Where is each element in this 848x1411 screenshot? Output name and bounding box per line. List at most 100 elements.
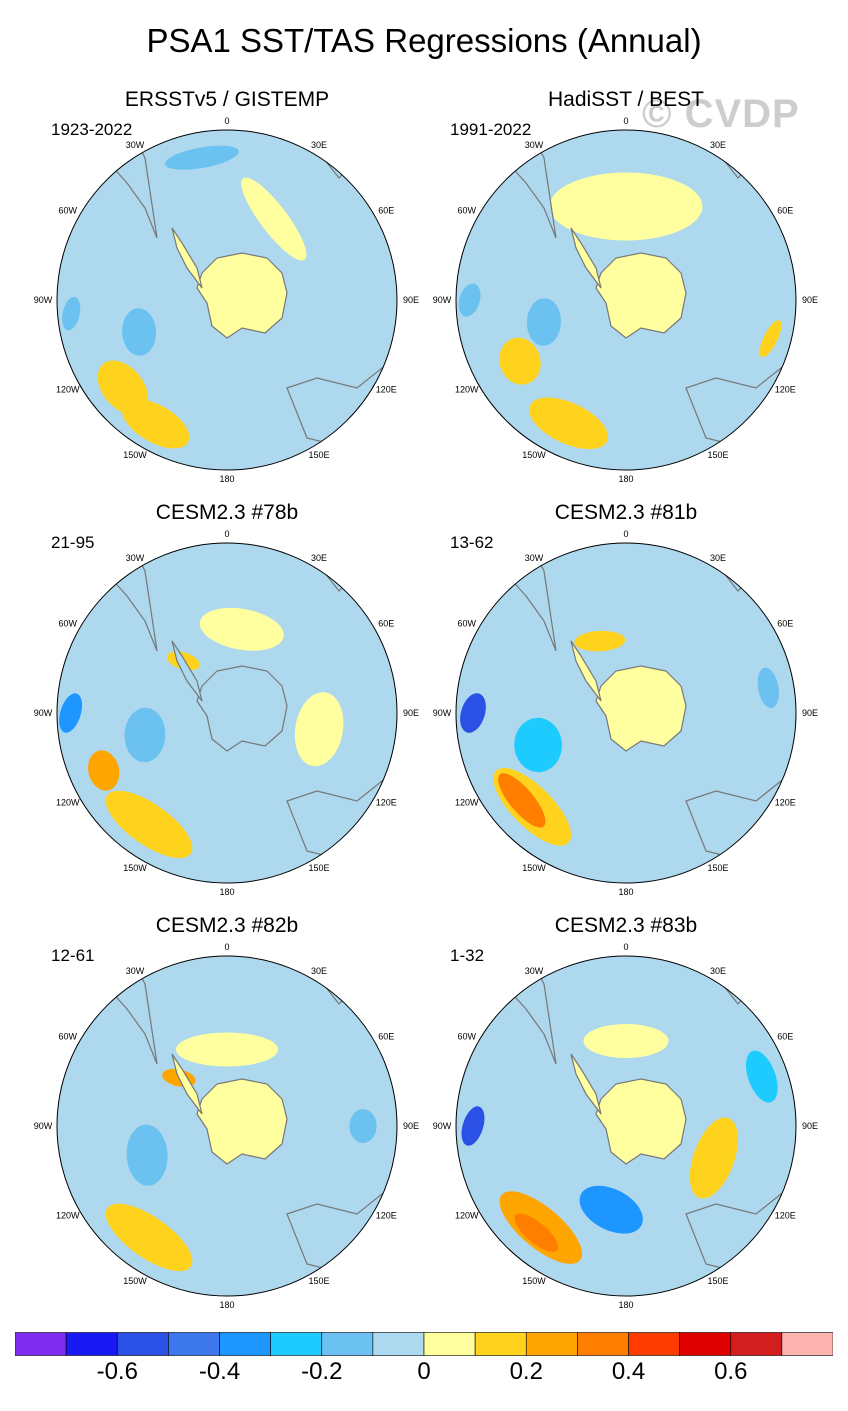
anomaly-region [199,607,284,651]
anomaly-region [88,750,120,791]
longitude-label: 30E [710,553,726,563]
map-border [455,955,797,1297]
longitude-label: 150E [308,450,329,460]
map-panel-cesm82: CESM2.3 #82b 12-61 0 30E 60E 90E 120E 150E 180 15… [27,914,427,1314]
longitude-label: 30E [710,966,726,976]
colorbar-swatch [781,1332,833,1356]
panel-period: 1991-2022 [450,120,532,139]
colorbar-swatch [65,1332,118,1356]
antarctic-peninsula [171,227,203,289]
longitude-label: 90W [34,1121,53,1131]
anomaly-region [514,1213,559,1252]
colorbar-swatch [525,1332,578,1356]
polar-map: 0 30E 60E 90E 120E 150E 180 150W 120W 90W 60W 30W [34,942,419,1310]
anomaly-region [126,1124,168,1186]
longitude-label: 150W [522,863,546,873]
longitude-label: 30W [525,140,544,150]
longitude-label: 180 [618,887,633,897]
longitude-label: 60E [378,619,394,629]
colorbar-tick-label: 0 [417,1358,431,1385]
colorbar-swatch [372,1332,425,1356]
longitude-label: 90W [34,708,53,718]
longitude-label: 60W [58,1032,77,1042]
map-panel-cesm81: CESM2.3 #81b 13-62 0 30E 60E 90E 120E 150E 180 15… [426,501,826,901]
longitude-label: 90E [403,1121,419,1131]
anomaly-region [689,1117,738,1199]
longitude-label: 60W [58,206,77,216]
longitude-label: 30W [126,553,145,563]
polar-map: 0 30E 60E 90E 120E 150E 180 150W 120W 90W 60W 30W [433,942,818,1310]
longitude-label: 0 [224,529,229,539]
colorbar-swatch [474,1332,527,1356]
colorbar-swatch [321,1332,374,1356]
longitude-label: 120E [775,798,796,808]
longitude-label: 60W [457,206,476,216]
antarctica-outline [196,1078,288,1165]
longitude-label: 120W [56,798,80,808]
colorbar [15,1332,833,1356]
longitude-label: 180 [219,1300,234,1310]
anomaly-region [526,298,561,346]
longitude-label: 150W [123,863,147,873]
panel-period: 21-95 [51,533,95,552]
map-border [56,542,398,884]
anomaly-region [165,145,239,170]
longitude-label: 60E [777,1032,793,1042]
colorbar-swatch [116,1332,169,1356]
map-panel-cesm78: CESM2.3 #78b 21-95 0 30E 60E 90E 120E 150E 180 15… [27,501,427,901]
anomaly-region [514,717,562,773]
longitude-label: 120W [56,1211,80,1221]
longitude-label: 150E [707,450,728,460]
anomaly-region [59,693,83,733]
longitude-label: 90W [433,708,452,718]
colorbar-swatch [730,1332,783,1356]
panel-title: CESM2.3 #83b [554,914,698,937]
panel-period: 13-62 [450,533,494,552]
panel-title: ERSSTv5 / GISTEMP [124,88,330,111]
longitude-label: 30W [126,140,145,150]
polar-map: 0 30E 60E 90E 120E 150E 180 150W 120W 90W 60W 30W [34,529,419,897]
anomaly-region [529,397,608,450]
longitude-label: 90E [403,295,419,305]
antarctica-outline [595,252,687,339]
longitude-label: 60W [457,619,476,629]
colorbar-swatch [168,1332,220,1356]
map-border [56,129,398,471]
anomaly-region [105,1203,193,1272]
longitude-label: 120E [376,385,397,395]
panel-period: 12-61 [51,946,95,965]
anomaly-region [745,1050,778,1103]
longitude-label: 90W [433,1121,452,1131]
map-border [56,955,398,1297]
polar-map: 0 30E 60E 90E 120E 150E 180 150W 120W 90W 60W 30W [34,116,419,484]
colorbar-tick-label: 0.6 [714,1358,748,1385]
map-border [455,542,797,884]
colorbar-svg [15,1332,833,1356]
anomaly-region [349,1109,377,1143]
longitude-label: 150W [123,1276,147,1286]
panel-title: CESM2.3 #78b [155,501,299,524]
longitude-label: 150E [707,1276,728,1286]
longitude-label: 120E [376,1211,397,1221]
anomaly-region [97,360,148,415]
longitude-label: 90E [403,708,419,718]
anomaly-region [583,1024,669,1058]
anomaly-region [579,1185,643,1234]
panel-period: 1-32 [450,946,485,965]
colorbar-swatch [628,1332,680,1356]
colorbar-swatch [577,1332,629,1356]
longitude-label: 0 [623,529,628,539]
page-title: PSA1 SST/TAS Regressions (Annual) [146,22,702,59]
longitude-label: 30E [311,966,327,976]
colorbar-tick-label: -0.2 [301,1358,343,1385]
longitude-label: 120W [455,798,479,808]
colorbar-swatch [15,1332,67,1356]
anomaly-region [498,773,546,828]
cvdp-watermark: © CVDP [642,92,800,136]
longitude-label: 120W [455,1211,479,1221]
longitude-label: 150W [522,450,546,460]
colorbar-swatch [679,1332,732,1356]
longitude-label: 60E [777,206,793,216]
colorbar-tick-label: 0.2 [509,1358,543,1385]
anomaly-region [294,692,344,767]
